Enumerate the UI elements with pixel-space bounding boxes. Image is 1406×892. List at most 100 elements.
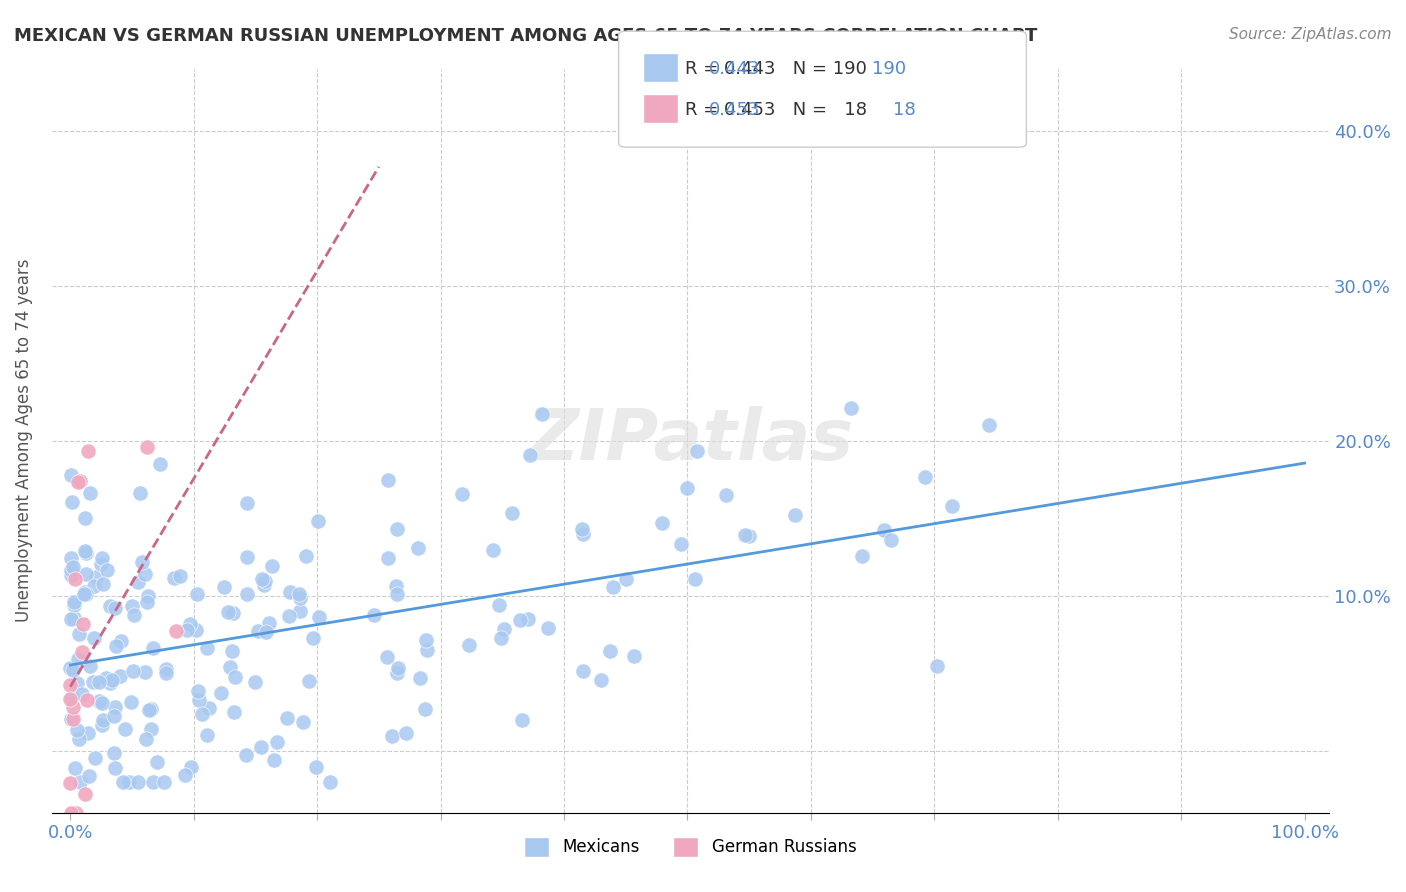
Point bbox=[509, 613, 531, 627]
Point bbox=[880, 533, 903, 547]
Point bbox=[385, 579, 408, 593]
Point bbox=[222, 606, 245, 620]
Point bbox=[253, 578, 276, 592]
Point bbox=[235, 549, 257, 564]
Point bbox=[318, 774, 340, 789]
Point bbox=[155, 665, 177, 680]
Point bbox=[135, 731, 157, 746]
Text: 0.443: 0.443 bbox=[709, 60, 761, 78]
Point bbox=[602, 580, 624, 594]
Point bbox=[131, 555, 153, 569]
Point bbox=[197, 701, 219, 715]
Point bbox=[851, 549, 873, 564]
Point bbox=[288, 591, 311, 606]
Point bbox=[169, 569, 191, 583]
Point bbox=[277, 609, 299, 624]
Point bbox=[75, 546, 97, 560]
Point bbox=[187, 684, 209, 698]
Point bbox=[73, 787, 96, 801]
Point bbox=[91, 576, 114, 591]
Point bbox=[83, 632, 105, 646]
Point bbox=[174, 768, 197, 782]
Point bbox=[530, 407, 553, 421]
Point bbox=[75, 544, 97, 558]
Point bbox=[59, 563, 82, 577]
Point bbox=[212, 580, 235, 594]
Point bbox=[519, 448, 541, 462]
Point bbox=[381, 729, 404, 743]
Point bbox=[572, 665, 595, 679]
Point bbox=[488, 599, 510, 613]
Point bbox=[120, 695, 142, 709]
Legend: Mexicans, German Russians: Mexicans, German Russians bbox=[517, 830, 863, 863]
Point bbox=[186, 587, 208, 601]
Point bbox=[308, 610, 330, 624]
Point bbox=[62, 595, 84, 609]
Point bbox=[63, 572, 86, 586]
Point bbox=[925, 658, 948, 673]
Point bbox=[409, 672, 432, 686]
Point bbox=[176, 624, 198, 638]
Point bbox=[91, 713, 114, 727]
Point bbox=[118, 774, 141, 789]
Point bbox=[108, 668, 131, 682]
Point bbox=[377, 473, 399, 487]
Point bbox=[59, 467, 82, 482]
Y-axis label: Unemployment Among Ages 65 to 74 years: Unemployment Among Ages 65 to 74 years bbox=[15, 259, 32, 623]
Point bbox=[66, 723, 89, 737]
Point bbox=[914, 470, 936, 484]
Point bbox=[187, 693, 209, 707]
Point bbox=[76, 725, 98, 739]
Point bbox=[69, 626, 91, 640]
Point bbox=[114, 723, 136, 737]
Point bbox=[413, 702, 436, 716]
Point bbox=[163, 571, 186, 585]
Point bbox=[104, 699, 127, 714]
Point bbox=[614, 572, 637, 586]
Point bbox=[60, 805, 83, 820]
Point bbox=[375, 650, 398, 665]
Point bbox=[599, 644, 621, 658]
Point bbox=[941, 499, 963, 513]
Point bbox=[589, 673, 612, 687]
Point bbox=[135, 595, 157, 609]
Point bbox=[416, 643, 439, 657]
Point bbox=[121, 599, 143, 614]
Point bbox=[458, 639, 481, 653]
Point bbox=[141, 722, 163, 736]
Point bbox=[295, 549, 318, 563]
Point bbox=[135, 440, 157, 454]
Point bbox=[263, 753, 285, 767]
Point bbox=[235, 748, 257, 763]
Point bbox=[75, 567, 97, 582]
Point bbox=[305, 760, 328, 774]
Point bbox=[977, 418, 1000, 433]
Point bbox=[290, 604, 312, 618]
Point bbox=[104, 761, 127, 775]
Point bbox=[250, 572, 273, 586]
Point bbox=[785, 508, 807, 522]
Point bbox=[105, 640, 128, 654]
Point bbox=[70, 645, 93, 659]
Text: 18: 18 bbox=[893, 101, 915, 119]
Point bbox=[59, 568, 82, 582]
Point bbox=[59, 805, 82, 820]
Point bbox=[62, 559, 84, 574]
Point bbox=[219, 659, 242, 673]
Point bbox=[395, 726, 418, 740]
Point bbox=[686, 444, 709, 458]
Point bbox=[91, 550, 114, 565]
Point bbox=[103, 746, 125, 760]
Point bbox=[134, 567, 156, 582]
Point bbox=[288, 586, 311, 600]
Point bbox=[127, 574, 149, 589]
Point bbox=[66, 676, 89, 690]
Point bbox=[254, 624, 277, 639]
Point bbox=[195, 728, 218, 742]
Point bbox=[221, 644, 243, 658]
Point bbox=[60, 495, 83, 509]
Point bbox=[79, 486, 101, 500]
Point bbox=[90, 697, 112, 711]
Point bbox=[62, 663, 84, 677]
Point bbox=[77, 444, 100, 458]
